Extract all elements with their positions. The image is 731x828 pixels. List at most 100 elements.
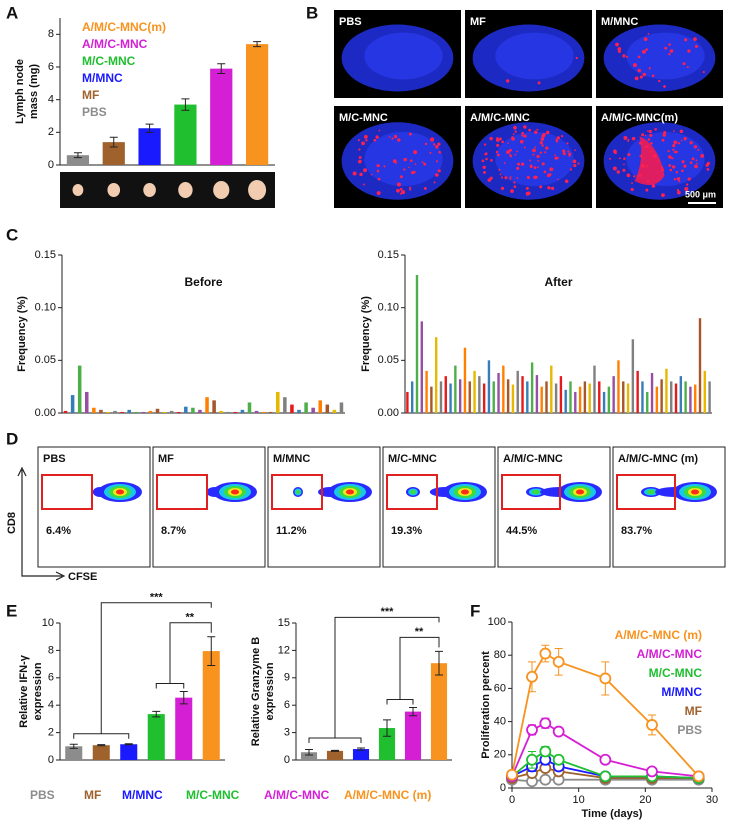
gate xyxy=(41,474,93,510)
y-axis-label: Relative IFN-γ xyxy=(18,654,30,728)
bar xyxy=(92,745,110,760)
signal-dot xyxy=(499,173,502,176)
signal-dot xyxy=(412,170,416,174)
bar xyxy=(175,697,193,760)
y-tick-label: 8 xyxy=(48,644,54,656)
significance-bracket xyxy=(308,616,440,743)
signal-dot xyxy=(669,168,673,172)
error-bar xyxy=(207,636,216,666)
signal-dot xyxy=(577,162,580,165)
significance-label: ** xyxy=(415,626,424,638)
bar xyxy=(176,411,181,413)
signal-dot xyxy=(514,153,517,156)
bar xyxy=(626,383,630,413)
flow-label: M/MNC xyxy=(273,453,310,465)
signal-dot xyxy=(638,141,643,145)
signal-dot xyxy=(485,157,488,161)
signal-dot xyxy=(401,190,406,195)
lymph-node xyxy=(72,184,84,196)
image-label: MF xyxy=(470,16,486,28)
legend-entry: PBS xyxy=(30,788,55,802)
y-tick-label: 60 xyxy=(494,682,506,694)
bar xyxy=(554,383,558,413)
signal-dot xyxy=(378,129,381,132)
bar xyxy=(63,410,68,413)
signal-dot xyxy=(363,168,367,173)
legend-entry: MF xyxy=(82,88,99,102)
signal-dot xyxy=(373,138,377,142)
y-tick-label: 6 xyxy=(48,61,54,73)
gate xyxy=(501,474,561,510)
signal-dot xyxy=(646,130,649,132)
gate-percent: 19.3% xyxy=(391,525,422,537)
signal-dot xyxy=(667,150,670,153)
signal-dot xyxy=(569,168,573,171)
bar xyxy=(120,411,124,413)
signal-dot xyxy=(433,181,436,184)
signal-dot xyxy=(435,173,439,177)
signal-dot xyxy=(562,152,566,156)
image-label: M/MNC xyxy=(601,16,638,28)
signal-dot xyxy=(506,150,510,154)
signal-dot xyxy=(397,138,401,142)
bar xyxy=(660,379,663,413)
signal-dot xyxy=(487,178,492,182)
signal-dot xyxy=(377,177,381,181)
bar xyxy=(622,381,625,413)
signal-dot xyxy=(652,153,657,158)
signal-dot xyxy=(669,49,674,53)
y-tick-label: 80 xyxy=(494,649,506,661)
signal-dot xyxy=(544,151,547,154)
flow-panel xyxy=(37,446,151,568)
bar xyxy=(588,383,591,413)
signal-dot xyxy=(680,139,683,142)
bar xyxy=(84,391,89,413)
signal-dot xyxy=(557,178,559,181)
signal-dot xyxy=(639,75,643,79)
bar xyxy=(650,372,654,413)
point xyxy=(552,753,565,766)
x-tick-label: 20 xyxy=(639,794,651,806)
point xyxy=(539,773,552,786)
signal-dot xyxy=(639,154,643,158)
signal-dot xyxy=(645,48,648,51)
signal-dot xyxy=(651,74,655,78)
signal-dot xyxy=(509,178,512,180)
signal-dot xyxy=(697,149,700,152)
tissue-core xyxy=(495,131,574,187)
signal-dot xyxy=(648,129,652,134)
flow-label: A/M/C-MNC xyxy=(503,453,563,465)
bar xyxy=(526,381,529,413)
legend-entry: A/M/C-MNC(m) xyxy=(82,20,166,34)
signal-dot xyxy=(383,165,386,168)
bar xyxy=(473,370,476,413)
signal-dot xyxy=(566,142,569,145)
signal-dot xyxy=(399,187,403,191)
bar xyxy=(444,376,447,413)
y-tick-label: 0.00 xyxy=(378,407,399,419)
bar xyxy=(674,383,678,413)
bar xyxy=(233,411,238,413)
signal-dot xyxy=(693,37,697,42)
signal-dot xyxy=(483,170,486,174)
y-tick-label: 0.10 xyxy=(35,302,56,314)
signal-dot xyxy=(503,162,506,164)
signal-dot xyxy=(672,148,675,151)
signal-dot xyxy=(679,129,684,134)
signal-dot xyxy=(557,136,560,139)
signal-dot xyxy=(642,49,646,54)
flow-density xyxy=(410,489,416,495)
flow-panel xyxy=(497,446,611,568)
gate-percent: 6.4% xyxy=(46,525,71,537)
signal-dot xyxy=(683,137,687,141)
signal-dot xyxy=(433,143,436,146)
signal-dot xyxy=(675,170,679,174)
point xyxy=(646,719,658,731)
point xyxy=(526,724,538,736)
signal-dot xyxy=(555,138,558,141)
signal-dot xyxy=(523,125,527,129)
legend-entry: A/M/C-MNC (m) xyxy=(615,628,702,642)
flow-panel xyxy=(382,446,496,568)
lymph-node xyxy=(143,183,156,197)
